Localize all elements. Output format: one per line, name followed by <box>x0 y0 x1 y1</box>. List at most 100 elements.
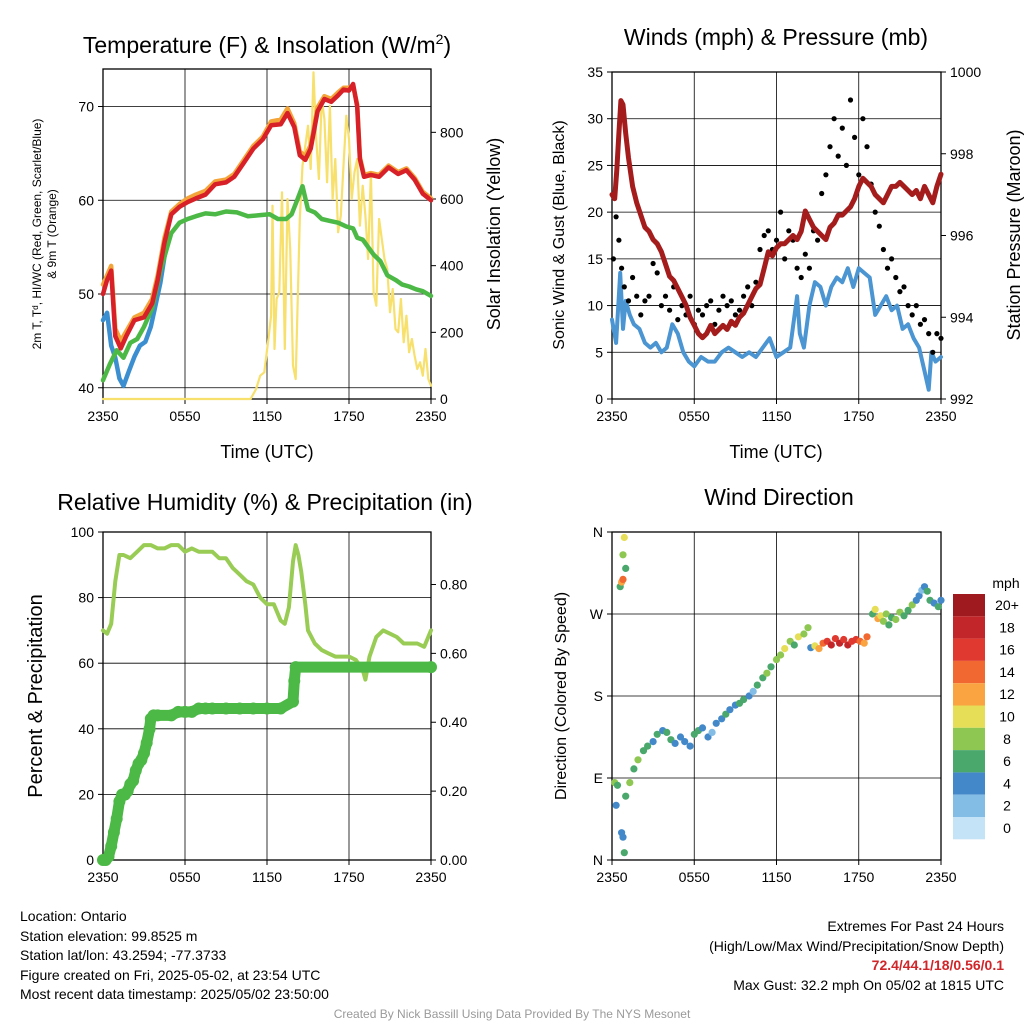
direction-point <box>772 656 781 664</box>
gust-point <box>921 317 928 323</box>
colorbar-label: 12 <box>999 686 1015 702</box>
direction-point <box>622 792 630 800</box>
x-tick-label: 2350 <box>87 869 118 885</box>
y-axis-label: Sonic Wind & Gust (Blue, Black) <box>551 120 568 349</box>
y-tick-label: 50 <box>78 286 94 302</box>
direction-point <box>877 612 885 620</box>
colorbar-swatch <box>953 616 985 639</box>
chart-title: Relative Humidity (%) & Precipitation (i… <box>57 489 472 515</box>
x-tick-label: 1150 <box>761 408 791 424</box>
y-tick-label: 0 <box>86 852 94 868</box>
precip-point <box>288 674 301 687</box>
colorbar-swatch <box>953 750 985 773</box>
chart-title: Temperature (F) & Insolation (W/m2) <box>83 31 451 58</box>
gust-point <box>856 172 862 178</box>
extremes-legend: (High/Low/Max Wind/Precipitation/Snow De… <box>709 937 1004 954</box>
y-tick-label: N <box>593 524 603 540</box>
gust-point <box>736 307 743 313</box>
direction-point <box>745 692 753 700</box>
colorbar-swatch <box>953 772 985 795</box>
gust-point <box>806 265 813 271</box>
colorbar-swatch <box>953 705 985 728</box>
direction-point <box>827 641 835 649</box>
colorbar-label: 18 <box>999 619 1015 635</box>
colorbar-label: 16 <box>999 642 1015 658</box>
y2-tick-label: 0.00 <box>440 852 467 868</box>
y-tick-label: W <box>590 606 604 622</box>
y-axis-label: Percent & Precipitation <box>25 594 47 797</box>
direction-point <box>908 601 916 609</box>
gust-point <box>839 125 845 131</box>
extremes-values: 72.4/44.1/18/0.56/0.1 <box>871 957 1004 973</box>
gust-point <box>667 307 673 313</box>
direction-point <box>781 645 789 653</box>
direction-point <box>686 742 694 750</box>
gust-point <box>621 284 627 290</box>
direction-point <box>622 564 630 573</box>
direction-point <box>790 641 798 649</box>
y2-tick-label: 0.40 <box>440 714 467 730</box>
gust-point <box>782 256 788 262</box>
direction-point <box>704 733 712 741</box>
direction-point <box>860 639 868 647</box>
colorbar-swatch <box>953 817 985 840</box>
x-tick-label: 0550 <box>169 408 200 424</box>
y2-tick-label: 1000 <box>950 64 981 80</box>
gust-point <box>917 321 924 327</box>
gust-point <box>638 312 644 318</box>
precip-point <box>289 661 302 674</box>
panel-2-axes <box>607 71 946 404</box>
direction-point <box>698 724 707 732</box>
y2-tick-label: 996 <box>950 228 974 244</box>
gust-point <box>662 293 669 299</box>
direction-point <box>639 747 648 755</box>
direction-point <box>626 779 634 787</box>
x-tick-label: 2350 <box>596 408 627 424</box>
gust-point <box>905 303 911 309</box>
gust-point <box>704 303 710 309</box>
gust-point <box>893 274 899 281</box>
direction-point <box>831 635 840 643</box>
precip-point <box>274 702 287 715</box>
y2-tick-label: 0.20 <box>440 783 467 799</box>
gust-point <box>864 144 870 150</box>
x-tick-label: 1150 <box>252 408 282 424</box>
direction-point <box>653 730 661 738</box>
title-close: ) <box>443 32 451 58</box>
gust-point <box>675 317 681 323</box>
colorbar-label: 0 <box>1003 820 1011 836</box>
station-latlon: Station lat/lon: 43.2594; -77.3733 <box>20 947 227 963</box>
direction-point <box>794 633 803 641</box>
precip-point <box>151 709 164 722</box>
direction-point <box>879 617 888 625</box>
gust-point <box>765 228 771 234</box>
panel-3-axes <box>98 531 436 865</box>
y-tick-label: 80 <box>78 590 94 606</box>
y2-tick-label: 0 <box>440 391 448 407</box>
pressure-line <box>609 98 944 341</box>
colorbar-swatch <box>953 660 985 684</box>
direction-point <box>777 651 785 659</box>
x-tick-label: 2350 <box>415 408 446 424</box>
x-tick-label: 1750 <box>843 408 874 424</box>
panel-frame <box>611 71 942 400</box>
x-tick-label: 0550 <box>169 869 200 885</box>
gust-point <box>872 209 878 215</box>
direction-point <box>612 801 620 809</box>
x-tick-label: 1750 <box>843 869 874 885</box>
gust-point <box>815 237 821 243</box>
temp-2m-line <box>100 81 434 351</box>
gust-point <box>843 162 850 168</box>
x-tick-label: 1750 <box>333 408 364 424</box>
direction-point <box>708 728 716 737</box>
direction-point <box>804 624 812 632</box>
direction-point <box>620 533 628 542</box>
gust-point <box>802 251 808 257</box>
gust-point <box>708 298 714 304</box>
direction-point <box>718 715 726 723</box>
precip-point <box>105 840 118 853</box>
gust-point <box>610 256 617 262</box>
gust-point <box>695 307 702 313</box>
gust-point <box>642 298 648 304</box>
y-tick-label: 0 <box>595 391 603 407</box>
